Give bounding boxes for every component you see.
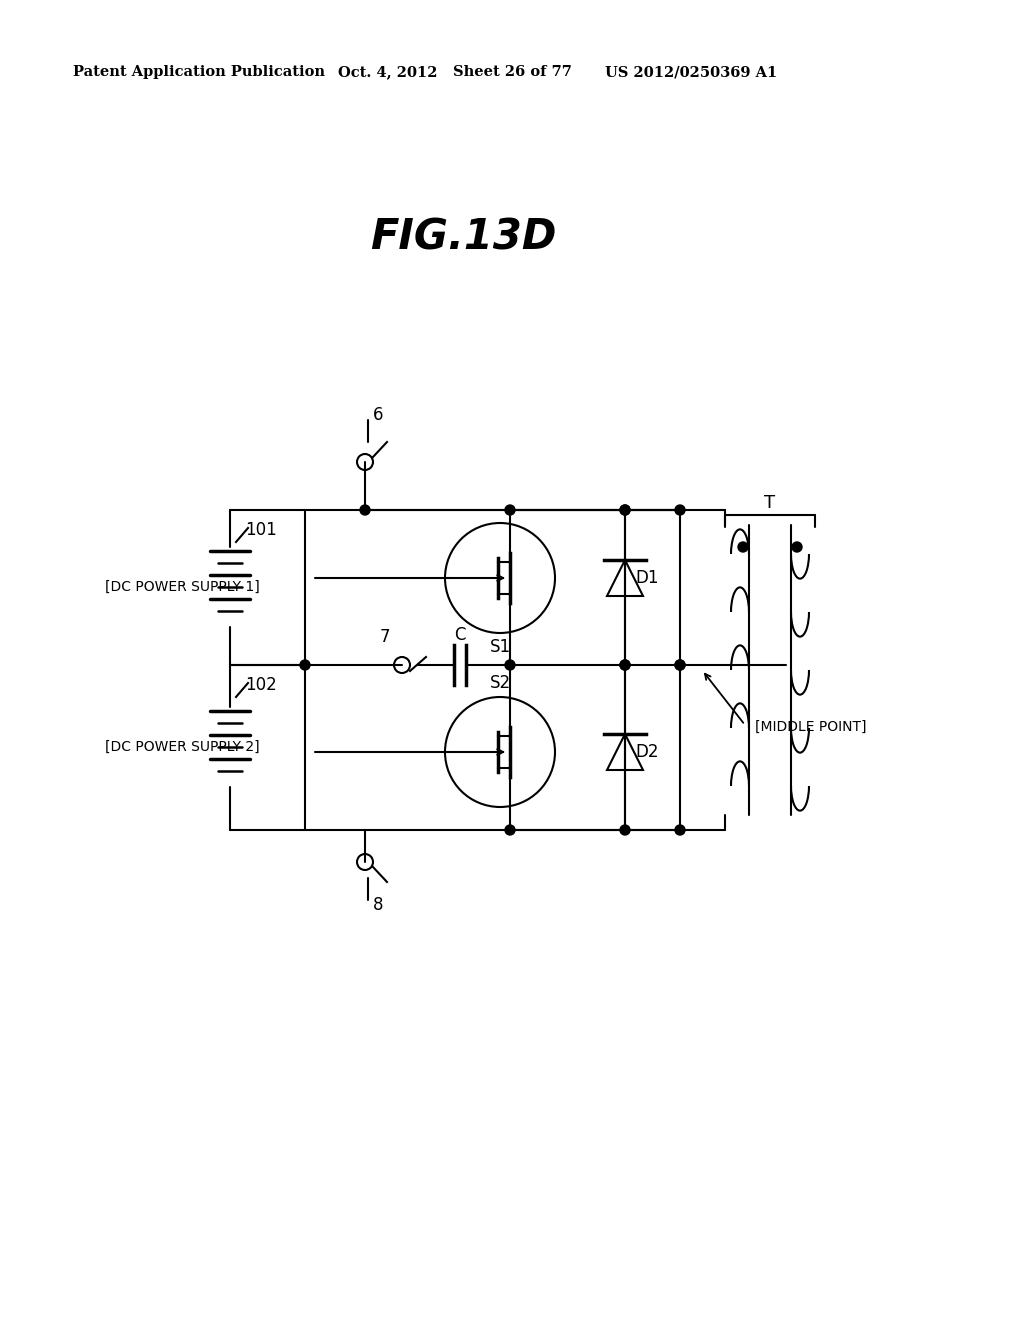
Circle shape <box>620 825 630 836</box>
Circle shape <box>792 543 802 552</box>
Text: T: T <box>765 494 775 512</box>
Text: [DC POWER SUPPLY 1]: [DC POWER SUPPLY 1] <box>105 579 260 594</box>
Circle shape <box>620 660 630 671</box>
Circle shape <box>675 660 685 671</box>
Text: [DC POWER SUPPLY 2]: [DC POWER SUPPLY 2] <box>105 741 260 754</box>
Circle shape <box>620 660 630 671</box>
Text: 6: 6 <box>373 407 384 424</box>
Text: D1: D1 <box>635 569 658 587</box>
Circle shape <box>738 543 748 552</box>
Text: D2: D2 <box>635 743 658 762</box>
Text: FIG.13D: FIG.13D <box>370 216 556 259</box>
Circle shape <box>675 506 685 515</box>
Text: US 2012/0250369 A1: US 2012/0250369 A1 <box>605 65 777 79</box>
Text: S1: S1 <box>489 638 511 656</box>
Circle shape <box>505 660 515 671</box>
Text: 102: 102 <box>245 676 276 694</box>
Circle shape <box>300 660 310 671</box>
Text: 7: 7 <box>380 628 390 645</box>
Text: 101: 101 <box>245 521 276 539</box>
Text: 8: 8 <box>373 896 384 913</box>
Circle shape <box>360 506 370 515</box>
Circle shape <box>505 506 515 515</box>
Circle shape <box>620 506 630 515</box>
Text: Patent Application Publication: Patent Application Publication <box>73 65 325 79</box>
Circle shape <box>505 825 515 836</box>
Text: C: C <box>455 626 466 644</box>
Circle shape <box>620 506 630 515</box>
Circle shape <box>675 660 685 671</box>
Text: S2: S2 <box>489 675 511 692</box>
Text: Sheet 26 of 77: Sheet 26 of 77 <box>453 65 571 79</box>
Text: Oct. 4, 2012: Oct. 4, 2012 <box>338 65 437 79</box>
Circle shape <box>675 825 685 836</box>
Text: [MIDDLE POINT]: [MIDDLE POINT] <box>755 719 866 734</box>
